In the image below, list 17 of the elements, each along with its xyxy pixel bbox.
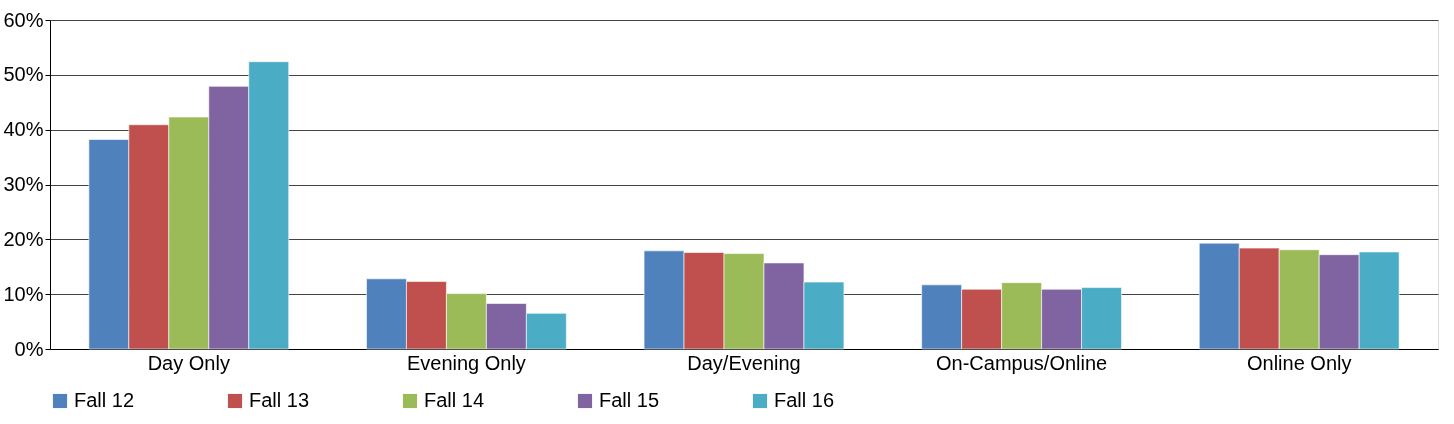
y-tick-label: 50% <box>3 63 44 86</box>
y-tick-label: 30% <box>3 173 44 195</box>
x-tick-label: Online Only <box>1246 351 1352 374</box>
y-tick-label: 60% <box>3 8 44 31</box>
legend-label: Fall 16 <box>774 389 835 411</box>
y-tick-label: 40% <box>3 118 44 141</box>
y-tick-label: 0% <box>14 337 44 360</box>
legend-label: Fall 15 <box>599 389 660 411</box>
x-tick-label: Evening Only <box>406 351 526 374</box>
y-tick-label: 10% <box>3 282 44 305</box>
x-tick-label: Day Only <box>147 351 230 374</box>
legend-label: Fall 13 <box>249 389 310 411</box>
legend-label: Fall 14 <box>424 389 485 411</box>
y-tick-label: 20% <box>3 227 44 250</box>
legend-label: Fall 12 <box>74 389 135 411</box>
x-tick-label: On-Campus/Online <box>936 351 1108 374</box>
x-tick-label: Day/Evening <box>687 351 801 374</box>
